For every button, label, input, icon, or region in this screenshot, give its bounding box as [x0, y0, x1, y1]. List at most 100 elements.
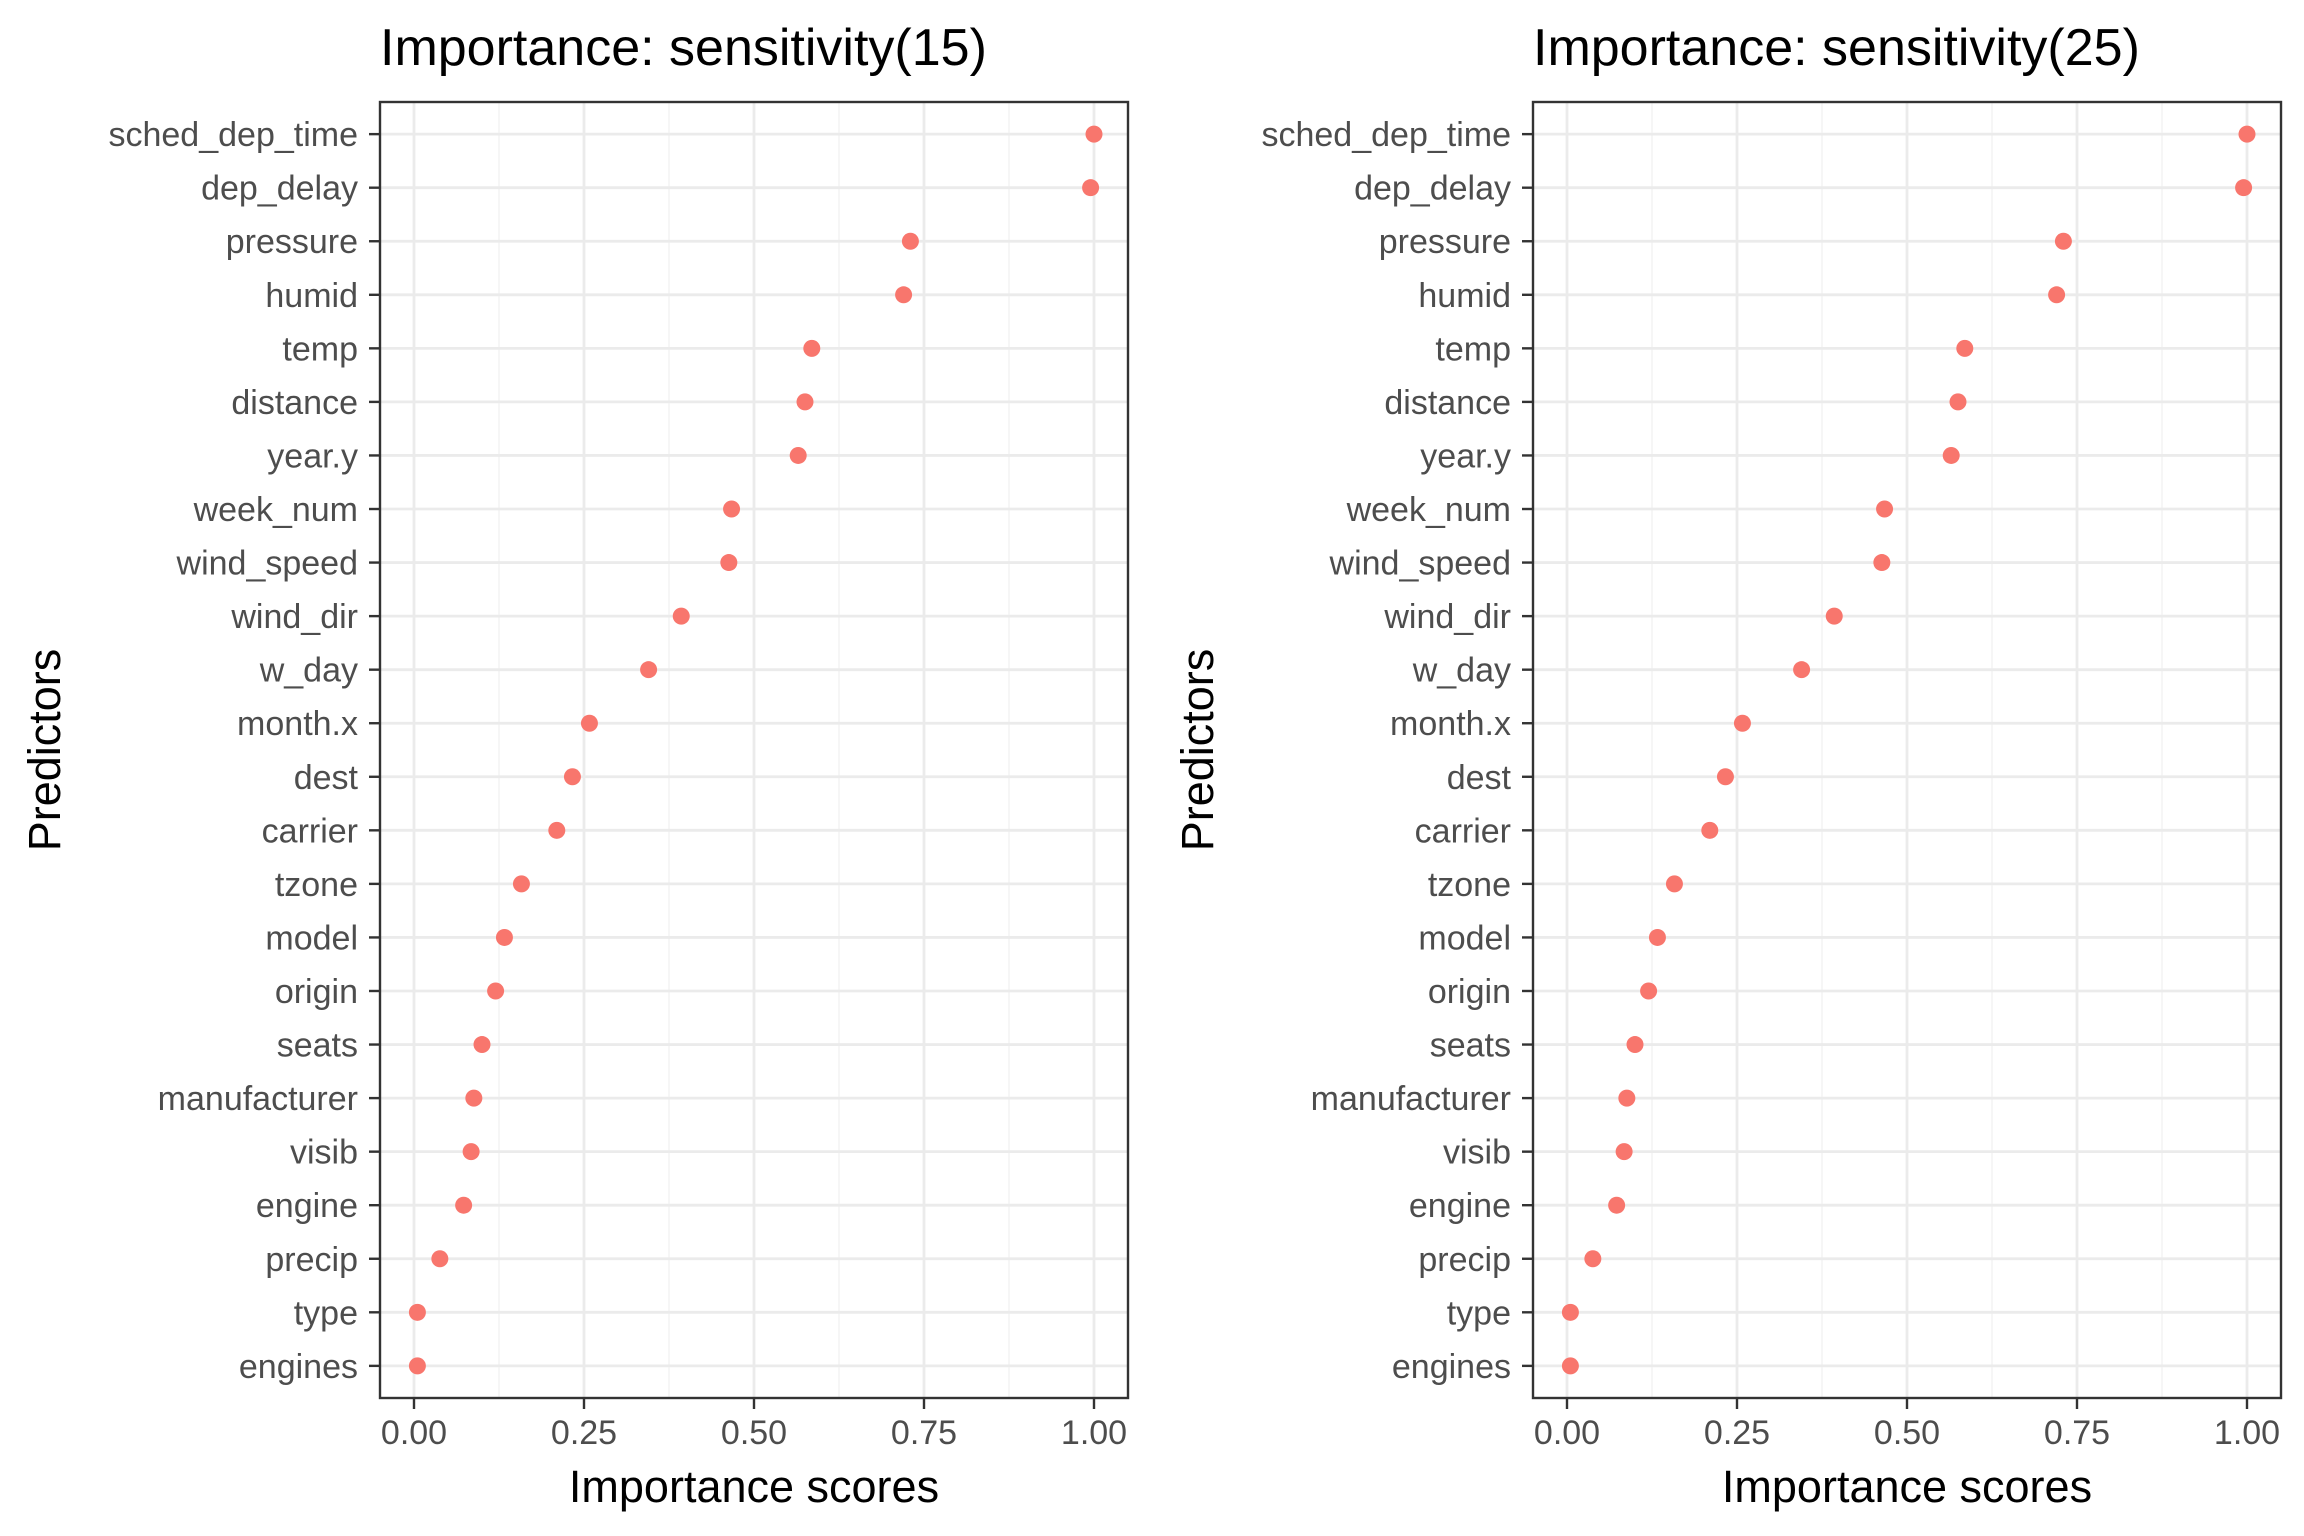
- data-point: [723, 500, 741, 518]
- x-axis: 0.00 0.25 0.50 0.75 1.00: [1534, 1398, 2280, 1452]
- data-point: [720, 554, 738, 572]
- x-tick-label: 0.75: [891, 1414, 957, 1452]
- data-point: [901, 232, 919, 250]
- chart-panel-left: Importance: sensitivity(15) sched_dep_ti…: [19, 19, 1130, 1512]
- y-tick-label: w_day: [1412, 652, 1511, 690]
- y-tick-label: engines: [1392, 1348, 1511, 1386]
- y-tick-label: pressure: [226, 223, 358, 261]
- data-point: [512, 875, 530, 893]
- data-point: [640, 661, 658, 679]
- y-tick-label: sched_dep_time: [108, 116, 358, 154]
- data-point: [495, 928, 513, 946]
- data-point: [408, 1357, 426, 1375]
- data-point: [580, 714, 598, 732]
- y-tick-label: sched_dep_time: [1261, 116, 1511, 154]
- data-point: [455, 1196, 473, 1214]
- data-point: [1618, 1089, 1636, 1107]
- y-axis-title: Predictors: [19, 649, 70, 852]
- data-point: [1085, 125, 1103, 143]
- data-point: [563, 768, 581, 786]
- x-axis-title: Importance scores: [569, 1461, 939, 1512]
- data-point: [1942, 446, 1960, 464]
- data-point: [1615, 1143, 1633, 1161]
- data-point: [1608, 1196, 1626, 1214]
- x-tick-label: 0.75: [2044, 1414, 2110, 1452]
- y-tick-label: carrier: [262, 812, 358, 850]
- x-axis-title: Importance scores: [1722, 1461, 2092, 1512]
- y-tick-label: month.x: [237, 705, 358, 743]
- data-point: [803, 339, 821, 357]
- data-point: [1626, 1036, 1644, 1054]
- data-point: [672, 607, 690, 625]
- x-tick-label: 1.00: [1061, 1414, 1127, 1452]
- data-point: [789, 446, 807, 464]
- y-tick-label: pressure: [1379, 223, 1511, 261]
- data-point: [1956, 339, 1974, 357]
- y-tick-label: manufacturer: [158, 1080, 358, 1118]
- y-tick-label: model: [265, 919, 358, 957]
- data-point: [1876, 500, 1894, 518]
- y-tick-label: month.x: [1390, 705, 1511, 743]
- x-tick-label: 0.50: [1874, 1414, 1940, 1452]
- data-point: [1640, 982, 1658, 1000]
- y-tick-label: model: [1418, 919, 1511, 957]
- y-axis: sched_dep_time dep_delay pressure humid temp…: [1261, 116, 1533, 1386]
- y-tick-label: wind_speed: [176, 545, 358, 583]
- data-point: [462, 1143, 480, 1161]
- chart-panel-right: Importance: sensitivity(25) sched_dep_ti…: [1172, 19, 2283, 1512]
- y-tick-label: temp: [282, 330, 358, 368]
- y-tick-label: engines: [239, 1348, 358, 1386]
- data-point: [1561, 1303, 1579, 1321]
- y-tick-label: week_num: [1346, 491, 1511, 529]
- y-tick-label: year.y: [267, 437, 358, 475]
- chart-title: Importance: sensitivity(25): [1533, 19, 2140, 77]
- y-tick-label: wind_speed: [1329, 545, 1511, 583]
- data-point: [1949, 393, 1967, 411]
- y-tick-label: wind_dir: [230, 598, 358, 636]
- x-axis: 0.00 0.25 0.50 0.75 1.00: [381, 1398, 1127, 1452]
- y-tick-label: dest: [1447, 759, 1512, 797]
- data-point: [1584, 1250, 1602, 1268]
- y-tick-label: humid: [265, 277, 358, 315]
- data-point: [1648, 928, 1666, 946]
- data-point: [1701, 821, 1719, 839]
- data-point: [2054, 232, 2072, 250]
- data-point: [2235, 179, 2253, 197]
- y-tick-label: precip: [1418, 1241, 1511, 1279]
- data-point: [408, 1303, 426, 1321]
- y-tick-label: tzone: [1428, 866, 1511, 904]
- y-tick-label: origin: [1428, 973, 1511, 1011]
- data-points: [1561, 125, 2256, 1375]
- y-tick-label: wind_dir: [1383, 598, 1511, 636]
- gridlines: [1533, 102, 2281, 1398]
- y-tick-label: carrier: [1415, 812, 1511, 850]
- y-tick-label: humid: [1418, 277, 1511, 315]
- x-tick-label: 0.25: [1704, 1414, 1770, 1452]
- y-tick-label: distance: [231, 384, 358, 422]
- data-point: [796, 393, 814, 411]
- gridlines: [380, 102, 1128, 1398]
- data-points: [408, 125, 1103, 1375]
- data-point: [1825, 607, 1843, 625]
- data-point: [1793, 661, 1811, 679]
- y-tick-label: dest: [294, 759, 359, 797]
- y-tick-label: week_num: [193, 491, 358, 529]
- data-point: [473, 1036, 491, 1054]
- y-tick-label: origin: [275, 973, 358, 1011]
- y-tick-label: engine: [1409, 1187, 1511, 1225]
- data-point: [487, 982, 505, 1000]
- data-point: [431, 1250, 449, 1268]
- x-tick-label: 1.00: [2214, 1414, 2280, 1452]
- y-tick-label: precip: [265, 1241, 358, 1279]
- data-point: [895, 286, 913, 304]
- data-point: [1082, 179, 1100, 197]
- y-axis: sched_dep_time dep_delay pressure humid temp…: [108, 116, 380, 1386]
- x-tick-label: 0.00: [381, 1414, 447, 1452]
- y-tick-label: temp: [1435, 330, 1511, 368]
- data-point: [548, 821, 566, 839]
- data-point: [2238, 125, 2256, 143]
- chart-title: Importance: sensitivity(15): [380, 19, 987, 77]
- y-tick-label: dep_delay: [201, 170, 358, 208]
- x-tick-label: 0.00: [1534, 1414, 1600, 1452]
